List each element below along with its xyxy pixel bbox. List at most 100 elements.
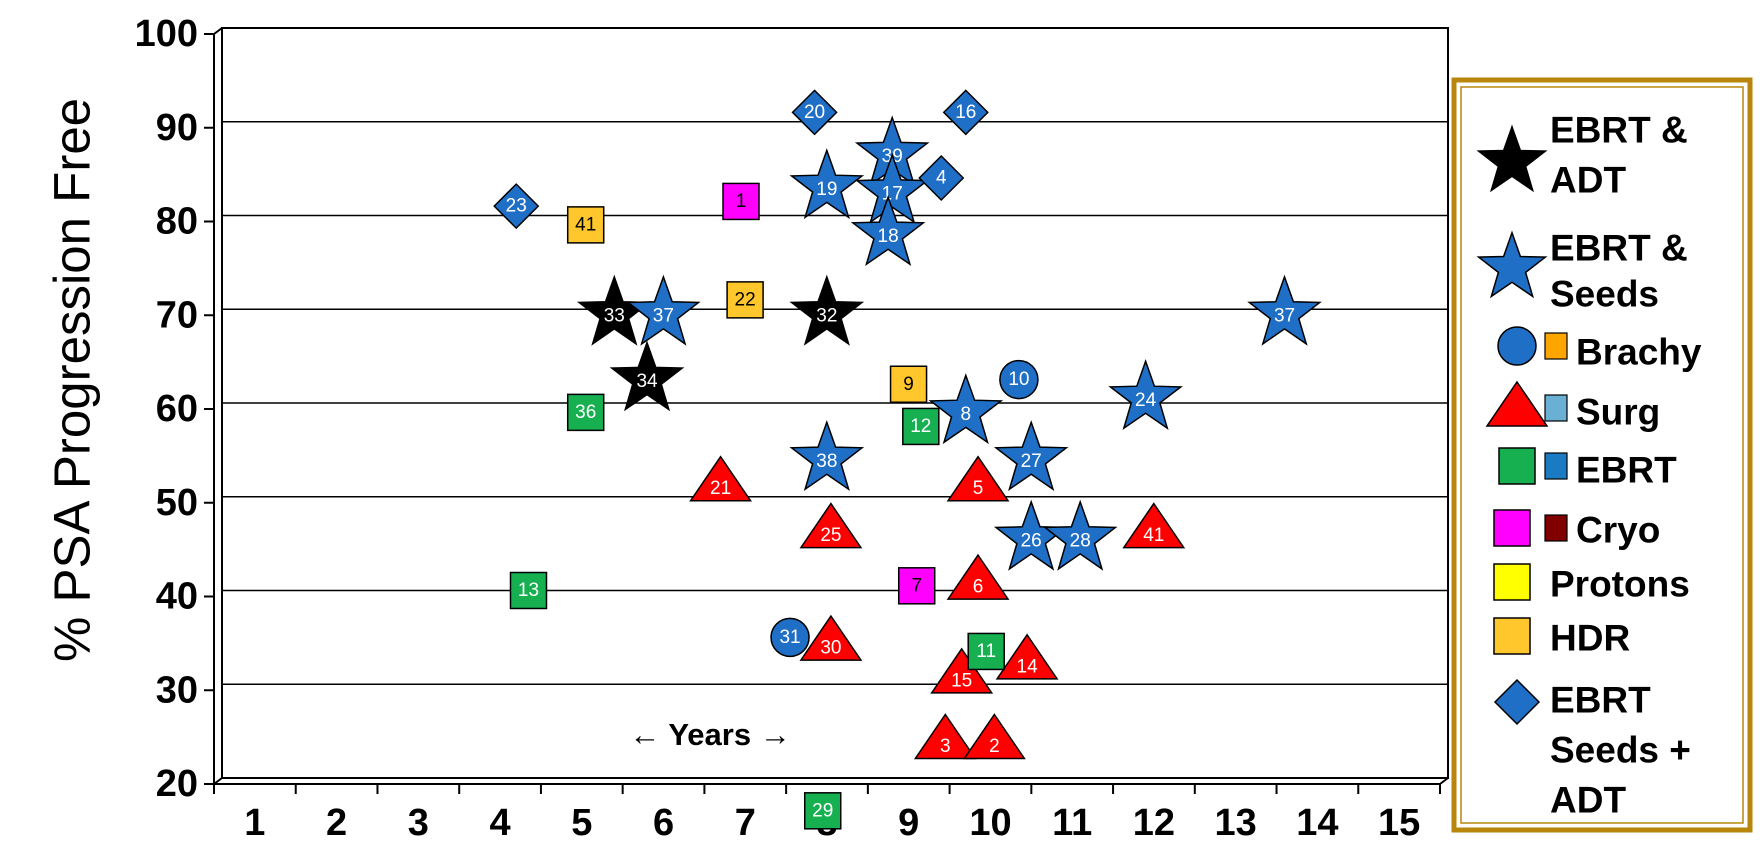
legend-item-surg: Surg [1485, 380, 1660, 433]
data-point-marker [626, 274, 701, 346]
data-point: 7 [897, 567, 936, 605]
data-point-label: 2 [989, 736, 1000, 757]
legend-item-brachy: Brachy [1497, 326, 1702, 373]
data-point-label: 27 [1021, 451, 1042, 472]
frame-corner [213, 777, 223, 785]
x-tick-label: 5 [571, 802, 592, 844]
x-tick-label: 3 [408, 802, 429, 844]
legend-marker [1493, 563, 1531, 601]
data-point-label: 16 [955, 102, 976, 123]
data-point-marker [789, 274, 865, 346]
data-point-label: 36 [575, 402, 596, 423]
data-point-label: 41 [1143, 525, 1164, 546]
y-tick-label: 50 [156, 482, 198, 524]
x-tick-label: 11 [1052, 802, 1092, 844]
x-axis-label: ← Years → [629, 717, 790, 752]
legend-label: Seeds + [1550, 730, 1691, 771]
data-point: 20 [791, 89, 838, 136]
data-point-label: 41 [575, 214, 596, 235]
data-point: 41 [1122, 502, 1186, 549]
data-point-label: 14 [1017, 656, 1039, 677]
data-point: 6 [946, 553, 1010, 600]
x-tick-label: 10 [969, 802, 1011, 844]
y-tick-label: 20 [156, 763, 198, 805]
data-point-marker [897, 567, 936, 605]
x-tick-label: 12 [1133, 802, 1175, 844]
data-point-label: 29 [812, 800, 833, 821]
data-point-label: 24 [1135, 390, 1157, 411]
legend-item-ebrt_seeds: EBRT & Seeds [1476, 228, 1688, 315]
data-point-marker [967, 632, 1005, 671]
data-point-marker [999, 359, 1039, 400]
data-point: 22 [726, 281, 764, 319]
legend-label: ADT [1550, 160, 1626, 201]
legend-marker-secondary [1544, 394, 1568, 422]
y-tick-label: 80 [156, 201, 198, 243]
data-point: 38 [789, 420, 865, 492]
data-point: 25 [799, 502, 863, 549]
data-point-marker [493, 183, 540, 230]
data-point-label: 9 [903, 374, 914, 395]
data-point-label: 3 [940, 736, 951, 757]
legend-marker-secondary [1544, 332, 1568, 360]
legend-label: EBRT [1550, 680, 1651, 721]
data-point-label: 33 [604, 305, 625, 326]
x-tick-label: 2 [326, 802, 347, 844]
data-point-label: 26 [1021, 530, 1042, 551]
data-point: 18 [850, 195, 926, 267]
legend-marker [1498, 447, 1536, 485]
data-point-marker [799, 614, 863, 661]
legend-item-ebrt: EBRT [1498, 447, 1677, 491]
data-point-marker [726, 281, 764, 319]
y-tick-label: 90 [156, 107, 198, 149]
legend-label: Protons [1550, 564, 1690, 605]
data-point-marker [930, 647, 994, 694]
data-point-marker [889, 365, 928, 403]
data-point: 11 [967, 632, 1005, 671]
legend-marker [1493, 509, 1531, 547]
data-point-marker [962, 713, 1026, 760]
data-point-marker [993, 420, 1069, 492]
data-point-marker [789, 148, 865, 220]
data-point: 41 [566, 206, 605, 244]
data-point: 19 [789, 148, 865, 220]
legend-marker [1485, 380, 1549, 427]
data-point-marker [609, 340, 685, 412]
data-point-marker [789, 420, 865, 492]
data-point-label: 32 [816, 305, 837, 326]
data-point: 5 [946, 455, 1010, 502]
data-point-marker [1122, 502, 1186, 549]
legend-marker [1476, 230, 1548, 299]
data-point: 10 [999, 359, 1039, 400]
x-tick-label: 9 [898, 802, 919, 844]
legend-label: Seeds [1550, 274, 1659, 315]
data-point: 4 [918, 154, 965, 202]
data-point: 28 [1042, 499, 1118, 571]
data-point-marker [1108, 359, 1183, 431]
data-point-marker [902, 407, 940, 446]
data-point: 29 [803, 792, 842, 830]
data-point-label: 37 [1274, 305, 1295, 326]
x-tick-label: 1 [244, 802, 265, 844]
data-point-label: 31 [779, 627, 800, 648]
data-point-marker [942, 89, 989, 136]
y-tick-label: 70 [156, 294, 198, 336]
data-point-label: 18 [878, 226, 899, 247]
data-point: 16 [942, 89, 989, 136]
data-point-label: 28 [1070, 530, 1091, 551]
data-point-label: 20 [804, 102, 825, 123]
data-point-label: 1 [736, 191, 747, 212]
legend-marker [1497, 326, 1537, 366]
data-point: 23 [493, 183, 540, 230]
data-point-marker [1042, 499, 1118, 571]
legend-marker [1476, 124, 1548, 193]
data-point: 37 [626, 274, 701, 346]
x-tick-label: 13 [1215, 802, 1257, 844]
x-tick-label: 15 [1378, 802, 1420, 844]
data-point-marker [791, 89, 838, 136]
data-point: 21 [689, 455, 752, 502]
data-point: 30 [799, 614, 863, 661]
legend-inner-border [1460, 86, 1744, 824]
data-point-marker [770, 617, 810, 658]
